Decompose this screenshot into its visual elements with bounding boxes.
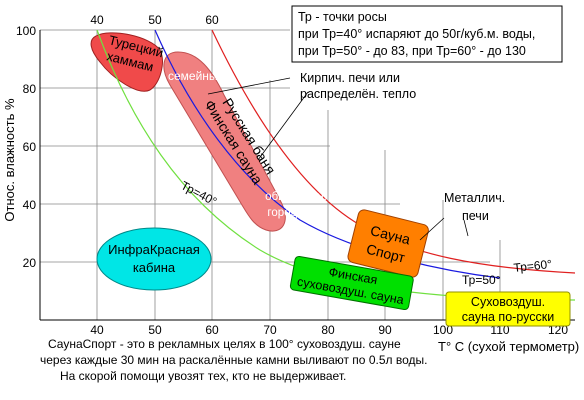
zone-dry-russian-label-1: Суховоздуш. bbox=[471, 295, 545, 309]
callout-metal-lines bbox=[419, 217, 469, 241]
y-tick-40: 40 bbox=[23, 198, 37, 212]
callout-metal-1: Металлич. bbox=[444, 191, 505, 205]
info-box-line-3: при Тр=50° - до 83, при Тр=60° - до 130 bbox=[298, 44, 526, 58]
footnote-line-3: На скорой помощи увозят тех, кто не выде… bbox=[60, 369, 346, 383]
x-tick-top-40: 40 bbox=[90, 13, 104, 27]
x-tick-40: 40 bbox=[90, 323, 104, 337]
zone-public-label-2: городские bbox=[267, 207, 320, 219]
info-box bbox=[291, 5, 563, 63]
zone-public-label-1: обществен. bbox=[265, 191, 327, 203]
x-tick-top-60: 60 bbox=[205, 13, 219, 27]
x-axis-title: T° С (сухой термометр) bbox=[438, 339, 579, 354]
y-tick-100: 100 bbox=[16, 24, 36, 38]
zone-turkish-hammam bbox=[90, 32, 163, 92]
footnote-line-1: СаунаСпорт - это в рекламных целях в 100… bbox=[48, 337, 401, 351]
x-tick-60: 60 bbox=[205, 323, 219, 337]
curve-tr50 bbox=[154, 29, 501, 279]
callout-brick-2: распределён. тепло bbox=[300, 87, 416, 101]
x-tick-50: 50 bbox=[148, 323, 162, 337]
zone-semeinye-label: семейные bbox=[168, 69, 225, 83]
x-tick-80: 80 bbox=[321, 323, 335, 337]
x-tick-90: 90 bbox=[378, 323, 392, 337]
x-tick-top-50: 50 bbox=[148, 13, 162, 27]
zone-infrared-label-2: кабина bbox=[133, 260, 176, 275]
y-tick-20: 20 bbox=[23, 256, 37, 270]
info-box-line-1: Тр - точки росы bbox=[298, 10, 387, 24]
callout-metal-2: печи bbox=[462, 209, 489, 223]
curve-tr50-label: Тр=50° bbox=[462, 273, 501, 287]
zone-infrared bbox=[96, 227, 212, 291]
zone-infrared-label-1: ИнфраКрасная bbox=[108, 242, 200, 257]
zone-dry-russian-label-2: сауна по-русски bbox=[462, 310, 554, 324]
zone-saunasport: Сауна Спорт bbox=[347, 209, 429, 278]
zone-dry-russian bbox=[445, 291, 571, 327]
y-tick-80: 80 bbox=[23, 82, 37, 96]
curve-tr60-label: Тр=60° bbox=[513, 257, 553, 275]
x-tick-100: 100 bbox=[433, 323, 453, 337]
x-tick-70: 70 bbox=[263, 323, 277, 337]
footnote-line-2: через каждые 30 мин на раскалённые камни… bbox=[40, 353, 427, 367]
y-axis-title: Относ. влажность % bbox=[2, 98, 17, 222]
callout-brick-lines bbox=[207, 77, 309, 161]
y-tick-60: 60 bbox=[23, 140, 37, 154]
info-box-line-2: при Тр=40° испаряют до 50г/куб.м. воды, bbox=[298, 27, 535, 41]
zone-russian-banya bbox=[163, 51, 286, 232]
callout-brick-1: Кирпич. печи или bbox=[300, 71, 400, 85]
